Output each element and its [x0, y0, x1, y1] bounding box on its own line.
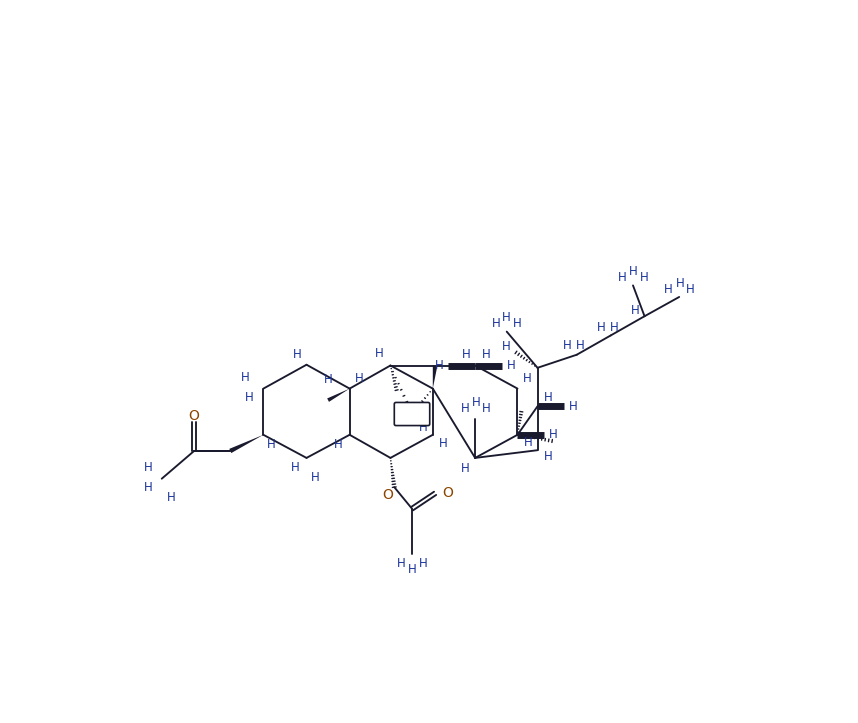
Text: H: H [472, 396, 480, 409]
Text: H: H [502, 312, 511, 324]
Text: H: H [408, 563, 416, 576]
Text: H: H [492, 317, 500, 330]
Text: H: H [323, 373, 332, 386]
Text: H: H [355, 372, 364, 385]
Text: H: H [462, 348, 470, 362]
Text: O: O [383, 488, 394, 502]
Text: H: H [166, 491, 175, 504]
Text: H: H [420, 422, 428, 435]
Polygon shape [432, 365, 438, 388]
Text: H: H [397, 557, 406, 570]
Text: H: H [676, 277, 685, 290]
Text: H: H [610, 321, 619, 334]
Text: O: O [189, 408, 200, 422]
Text: H: H [267, 437, 275, 450]
Text: H: H [597, 321, 606, 334]
Polygon shape [327, 388, 350, 402]
Text: H: H [513, 317, 522, 330]
Text: H: H [629, 265, 637, 278]
Text: H: H [293, 348, 302, 362]
Text: H: H [438, 437, 447, 450]
Text: H: H [461, 462, 469, 475]
Text: H: H [618, 271, 626, 284]
Text: H: H [502, 340, 511, 353]
Text: H: H [311, 471, 319, 484]
Text: H: H [639, 271, 648, 284]
Text: H: H [544, 450, 553, 463]
Text: O: O [442, 487, 453, 500]
Text: H: H [291, 461, 299, 474]
Text: H: H [563, 339, 572, 352]
Text: H: H [577, 339, 585, 352]
Text: H: H [461, 402, 469, 415]
Text: H: H [143, 461, 152, 474]
Text: H: H [549, 428, 558, 441]
Text: H: H [524, 436, 533, 449]
Polygon shape [229, 435, 263, 453]
Text: H: H [482, 402, 491, 415]
Text: H: H [334, 438, 342, 451]
Text: H: H [570, 400, 578, 413]
FancyBboxPatch shape [395, 403, 430, 426]
Text: H: H [686, 283, 694, 296]
Text: H: H [664, 283, 673, 296]
Text: H: H [482, 348, 491, 362]
Text: H: H [507, 359, 516, 372]
Text: H: H [143, 481, 152, 494]
Text: O: O [407, 408, 417, 422]
Text: H: H [241, 371, 250, 383]
Text: H: H [435, 359, 444, 372]
Text: H: H [419, 557, 427, 570]
Text: H: H [523, 372, 532, 385]
Text: H: H [375, 348, 384, 361]
Text: H: H [631, 304, 640, 317]
Text: H: H [544, 390, 553, 403]
Text: H: H [245, 390, 254, 403]
